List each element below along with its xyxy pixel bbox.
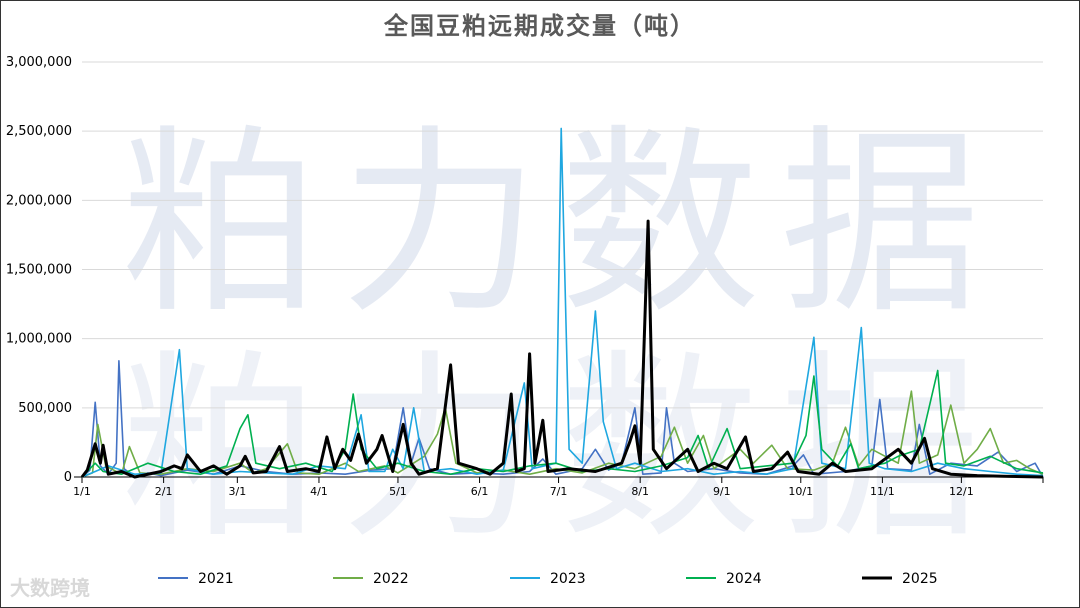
x-tick-label: 11/1	[870, 485, 895, 498]
logo-text: 大数跨境	[10, 576, 90, 600]
y-tick-label: 2,500,000	[6, 124, 72, 139]
legend-label-2024: 2024	[726, 571, 762, 587]
x-tick-label: 8/1	[631, 485, 649, 498]
x-tick-label: 5/1	[389, 485, 407, 498]
y-tick-label: 3,000,000	[6, 55, 72, 70]
y-tick-label: 0	[64, 470, 72, 485]
x-tick-label: 6/1	[471, 485, 489, 498]
series-line-2023	[81, 127, 1044, 478]
x-tick-label: 12/1	[949, 485, 974, 498]
watermark: 粕力数据	[120, 108, 1001, 341]
x-tick-label: 9/1	[713, 485, 731, 498]
y-tick-label: 1,000,000	[6, 332, 72, 347]
legend-label-2023: 2023	[550, 571, 586, 587]
legend: 2021 2022 2023 2024 2025	[158, 571, 938, 587]
gridlines	[82, 61, 1043, 478]
x-tick-label: 10/1	[788, 485, 813, 498]
legend-label-2025: 2025	[902, 571, 938, 587]
series-line-2025	[80, 219, 1044, 479]
x-axis: 1/1 2/1 3/1 4/1 5/1 6/1 7/1 8/1 9/1 10/1 11/1 12/1	[73, 476, 1044, 498]
x-tick-label: 3/1	[228, 485, 246, 498]
x-tick-label: 2/1	[155, 485, 173, 498]
chart-title: 全国豆粕远期成交量（吨）	[384, 12, 696, 40]
x-tick-label: 7/1	[550, 485, 568, 498]
y-axis-ticks: 0 500,000 1,000,000 1,500,000 2,000,000 2,500…	[6, 55, 72, 485]
x-tick-label: 1/1	[73, 485, 91, 498]
series-line-2022	[81, 390, 1044, 478]
y-tick-label: 1,500,000	[6, 263, 72, 278]
y-tick-label: 500,000	[18, 401, 72, 416]
legend-label-2022: 2022	[373, 571, 409, 587]
x-tick-label: 4/1	[310, 485, 328, 498]
series-lines	[80, 127, 1044, 479]
y-tick-label: 2,000,000	[6, 193, 72, 208]
legend-label-2021: 2021	[198, 571, 234, 587]
